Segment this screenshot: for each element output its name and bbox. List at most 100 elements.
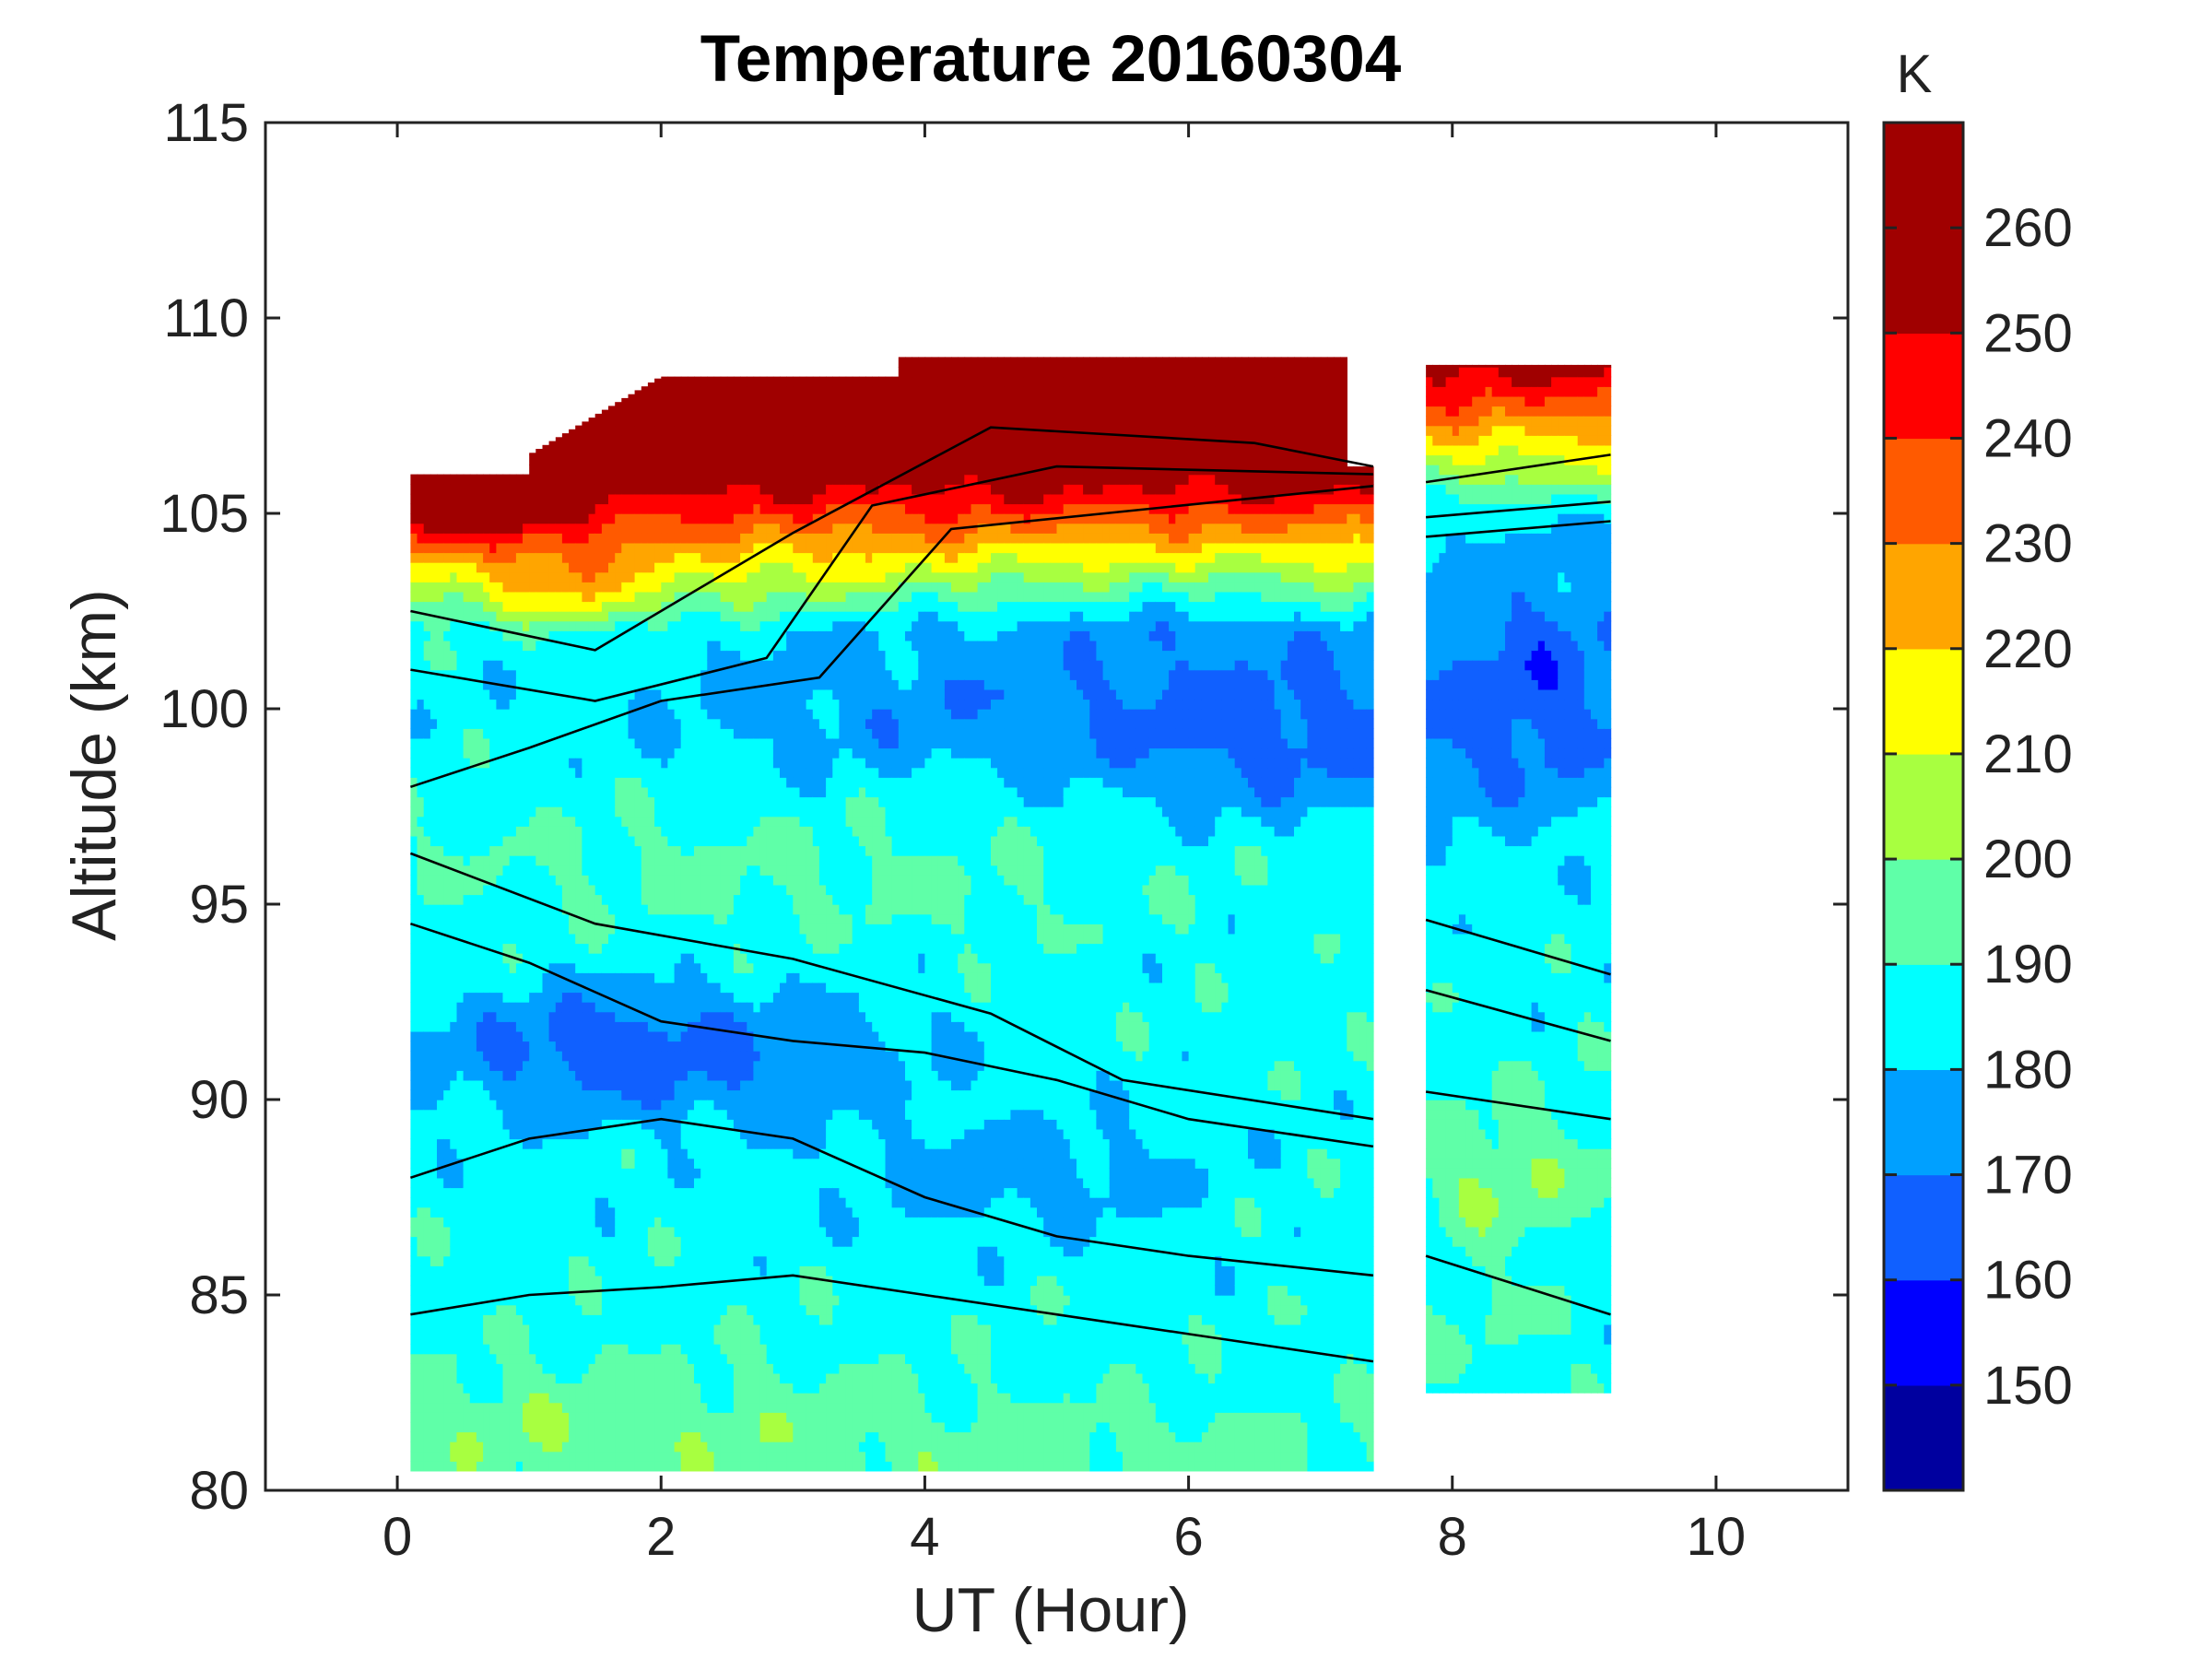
contour-cell xyxy=(588,1119,596,1130)
contour-cell xyxy=(641,894,649,905)
contour-cell xyxy=(502,1236,511,1247)
contour-cell xyxy=(476,1109,484,1120)
contour-cell xyxy=(443,1177,452,1189)
contour-cell xyxy=(542,1021,550,1032)
contour-cell xyxy=(680,1372,688,1384)
contour-cell xyxy=(615,552,623,563)
contour-cell xyxy=(594,758,603,769)
contour-cell xyxy=(641,1206,649,1218)
contour-cell xyxy=(443,709,452,720)
contour-cell xyxy=(423,493,431,505)
contour-cell xyxy=(456,992,465,1003)
contour-cell xyxy=(713,1177,722,1189)
contour-cell xyxy=(456,513,465,524)
contour-cell xyxy=(443,679,452,690)
contour-cell xyxy=(502,688,511,700)
contour-cell xyxy=(594,1226,603,1238)
contour-cell xyxy=(469,640,477,652)
contour-cell xyxy=(582,1206,590,1218)
contour-cell xyxy=(515,660,524,671)
contour-cell xyxy=(594,1021,603,1032)
contour-cell xyxy=(437,1461,444,1472)
contour-cell xyxy=(647,1275,655,1287)
contour-cell xyxy=(515,542,524,554)
contour-cell xyxy=(661,699,669,710)
contour-cell xyxy=(561,669,570,680)
contour-cell xyxy=(548,1314,557,1325)
contour-cell xyxy=(601,1168,609,1179)
contour-cell xyxy=(674,1079,682,1091)
contour-cell xyxy=(582,421,590,427)
contour-cell xyxy=(515,1168,524,1179)
contour-cell xyxy=(423,1079,431,1091)
contour-cell xyxy=(529,650,537,661)
contour-cell xyxy=(707,406,715,417)
contour-cell xyxy=(437,571,444,582)
contour-cell xyxy=(588,582,596,593)
contour-cell xyxy=(687,533,695,544)
contour-cell xyxy=(588,1461,596,1472)
contour-cell xyxy=(588,699,596,710)
contour-cell xyxy=(608,1148,616,1159)
contour-cell xyxy=(594,660,603,671)
contour-cell xyxy=(700,953,709,964)
contour-cell xyxy=(628,1226,636,1238)
contour-cell xyxy=(489,611,498,622)
contour-cell xyxy=(615,679,623,690)
contour-cell xyxy=(509,669,517,680)
contour-cell xyxy=(654,444,662,456)
contour-cell xyxy=(615,465,623,476)
contour-cell xyxy=(450,1206,458,1218)
contour-cell xyxy=(601,1158,609,1169)
contour-cell xyxy=(561,435,570,446)
contour-cell xyxy=(429,875,438,886)
contour-cell xyxy=(575,826,583,837)
contour-cell xyxy=(535,503,544,514)
contour-cell xyxy=(674,1363,682,1374)
contour-cell xyxy=(634,747,642,759)
contour-cell xyxy=(615,1451,623,1462)
contour-cell xyxy=(417,924,425,935)
contour-cell xyxy=(654,816,662,827)
contour-cell xyxy=(463,1197,471,1208)
contour-cell xyxy=(582,611,590,622)
contour-cell xyxy=(661,1021,669,1032)
contour-cell xyxy=(634,454,642,465)
contour-cell xyxy=(654,669,662,680)
contour-cell xyxy=(608,1431,616,1442)
contour-cell xyxy=(410,913,418,924)
contour-cell xyxy=(417,1148,425,1159)
contour-cell xyxy=(437,1441,444,1453)
contour-cell xyxy=(634,1334,642,1345)
contour-cell xyxy=(700,855,709,866)
contour-cell xyxy=(582,1255,590,1266)
contour-cell xyxy=(463,679,471,690)
contour-cell xyxy=(707,1265,715,1277)
contour-cell xyxy=(621,796,629,807)
contour-cell xyxy=(654,1226,662,1238)
contour-cell xyxy=(582,943,590,954)
contour-cell xyxy=(489,1100,498,1111)
contour-cell xyxy=(437,1451,444,1462)
contour-cell xyxy=(641,1334,649,1345)
contour-cell xyxy=(647,1051,655,1062)
contour-cell xyxy=(561,962,570,973)
contour-cell xyxy=(502,1275,511,1287)
contour-cell xyxy=(437,630,444,641)
contour-cell xyxy=(450,826,458,837)
contour-cell xyxy=(509,679,517,690)
contour-cell xyxy=(687,1089,695,1100)
contour-cell xyxy=(628,1363,636,1374)
contour-cell xyxy=(502,865,511,876)
contour-cell xyxy=(594,630,603,641)
contour-cell xyxy=(548,1334,557,1345)
contour-cell xyxy=(569,1255,576,1266)
contour-cell xyxy=(687,1372,695,1384)
contour-cell xyxy=(555,1011,563,1022)
contour-cell xyxy=(634,390,642,397)
contour-cell xyxy=(529,454,537,465)
contour-cell xyxy=(489,728,498,739)
contour-cell xyxy=(601,444,609,456)
contour-cell xyxy=(509,1100,517,1111)
contour-cell xyxy=(667,542,676,554)
